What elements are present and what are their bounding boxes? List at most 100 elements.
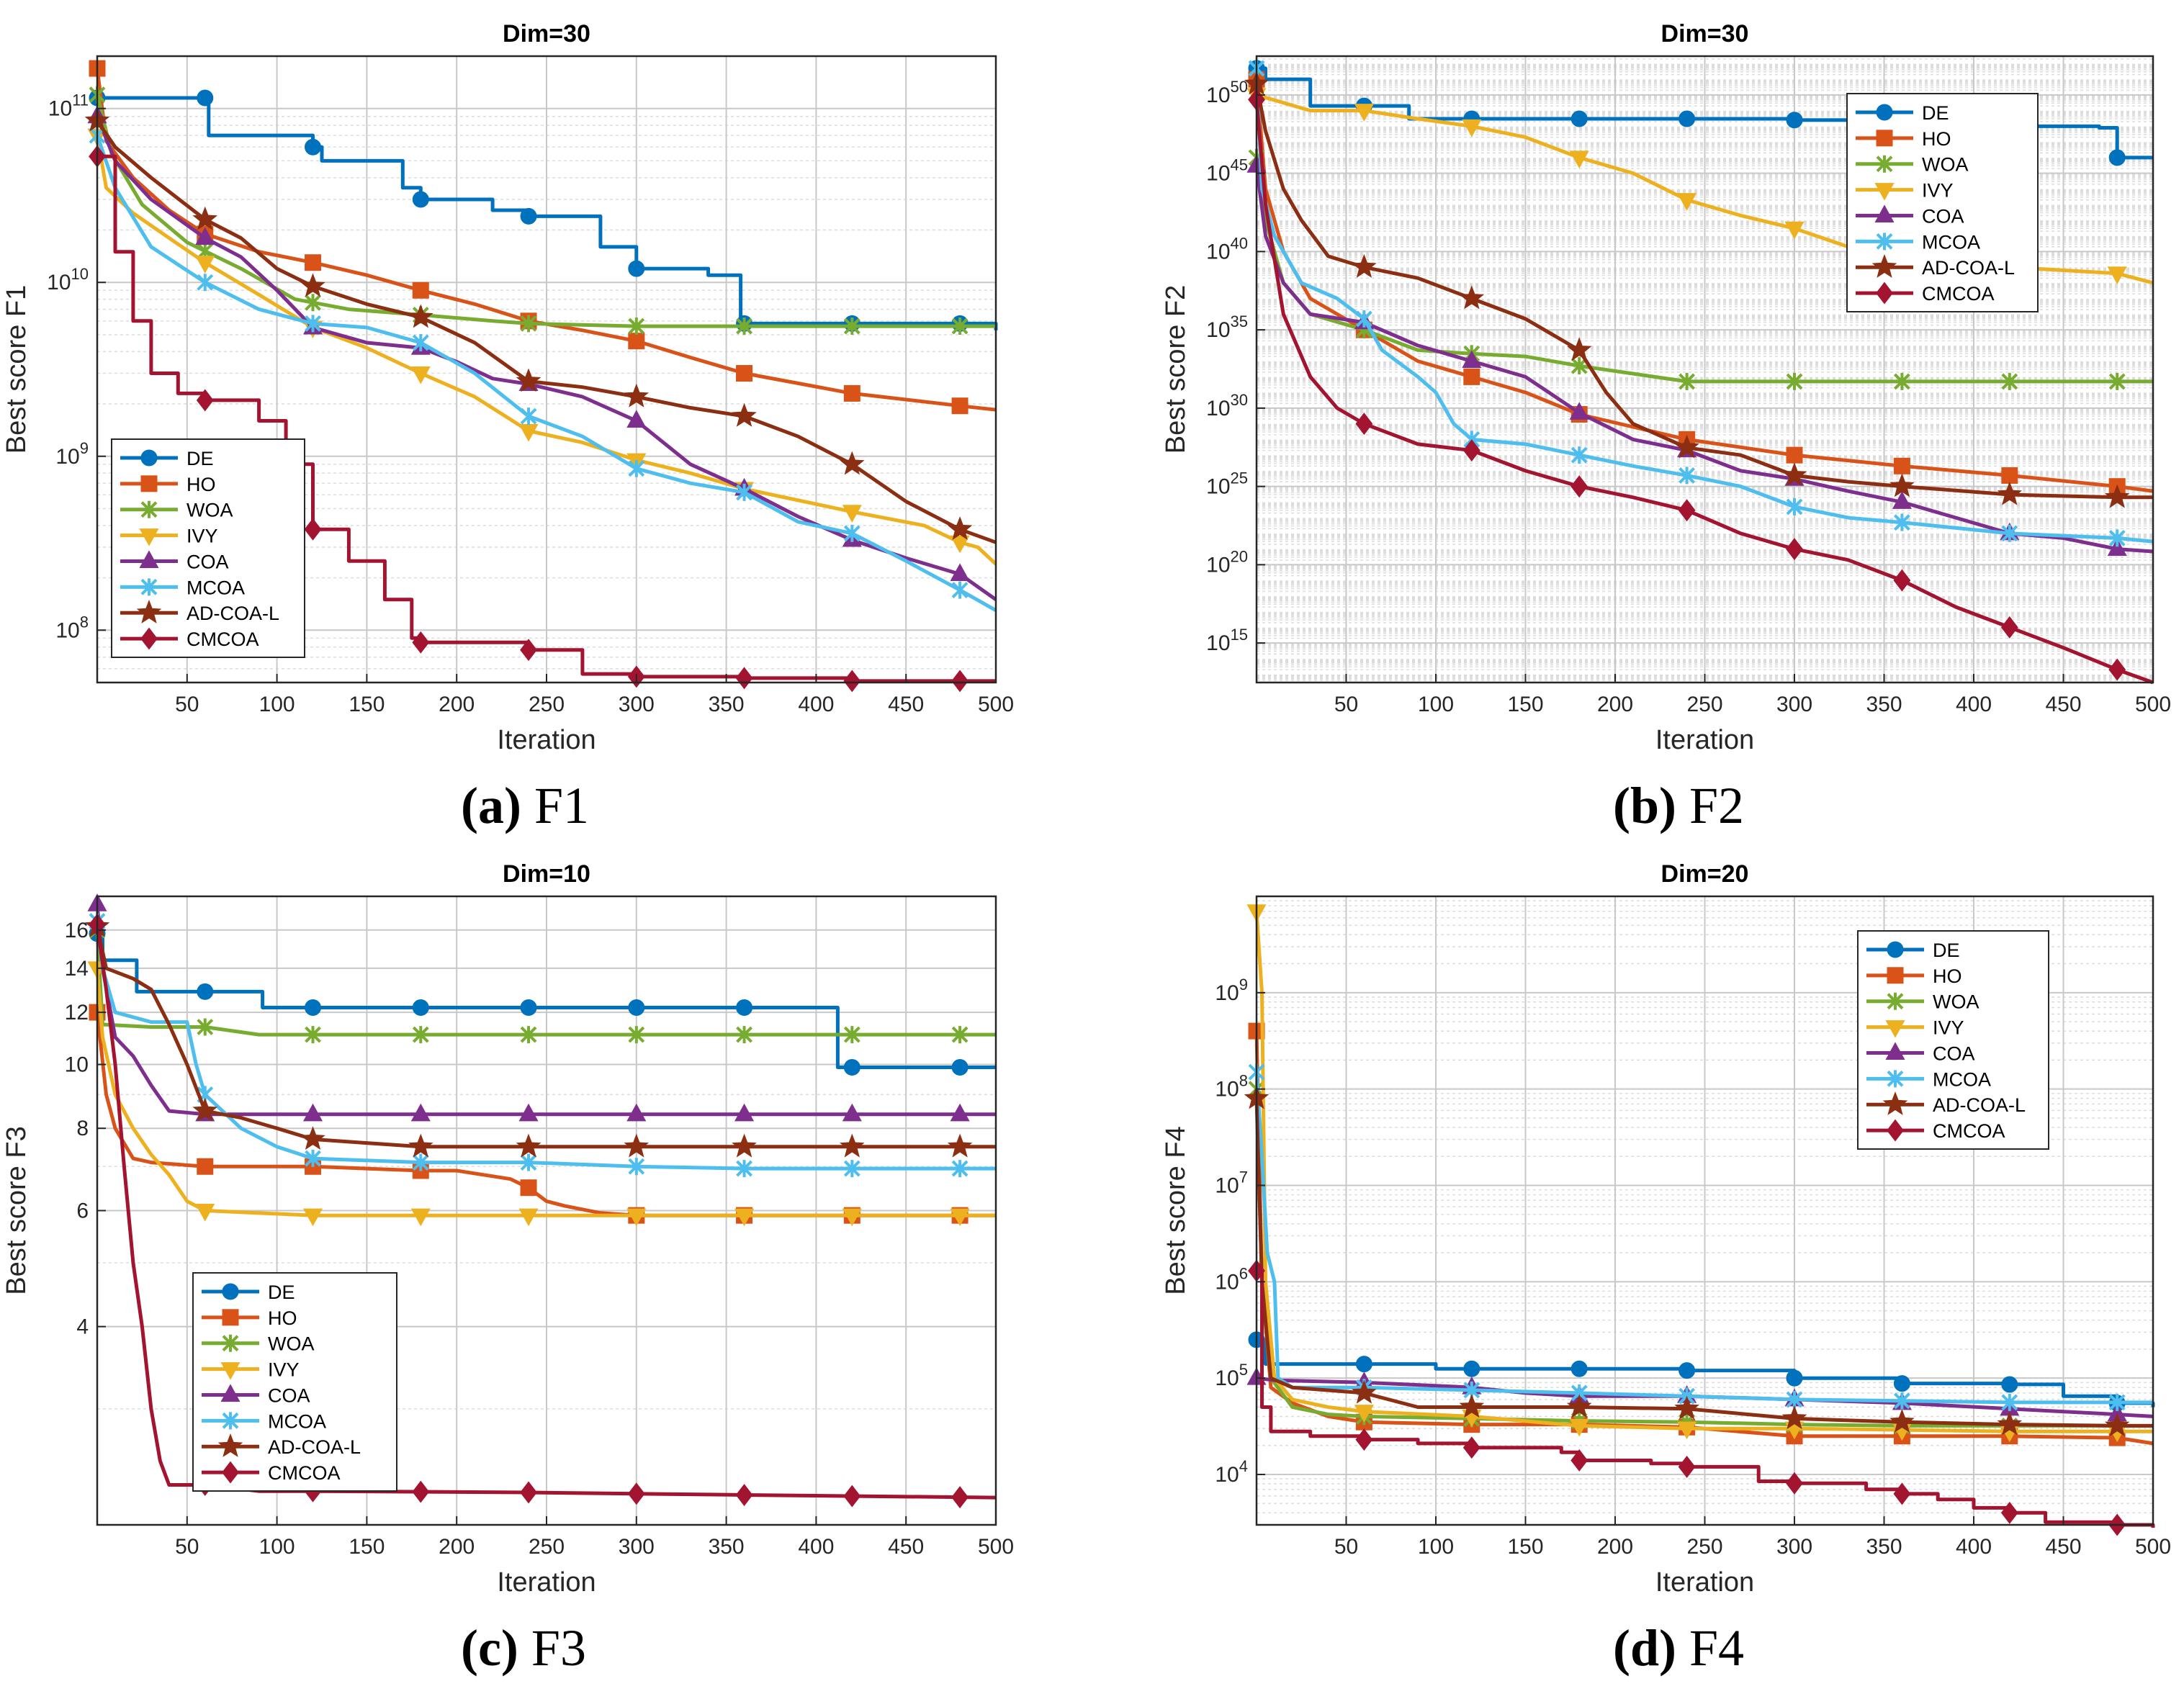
data-marker-cmcoa <box>1355 1428 1373 1451</box>
data-marker-ad-coa-l <box>732 1133 757 1158</box>
data-marker-de <box>951 1059 969 1076</box>
y-tick-label: 109 <box>1215 976 1248 1005</box>
data-marker-coa <box>1569 402 1589 420</box>
data-marker-mcoa <box>736 1160 752 1178</box>
data-marker-woa <box>628 317 645 335</box>
series-line-ho <box>1254 1031 2154 1446</box>
data-marker-coa <box>626 1103 647 1122</box>
legend-label-woa: WOA <box>1933 991 1979 1013</box>
legend-label-mcoa: MCOA <box>268 1410 326 1432</box>
data-marker-ho <box>1786 446 1803 464</box>
legend-marker-ho <box>1876 130 1893 147</box>
x-axis-label: Iteration <box>1655 725 1754 755</box>
x-tick-label: 400 <box>1956 1535 1992 1559</box>
y-tick-label: 108 <box>1215 1072 1248 1102</box>
data-marker-cmcoa <box>1893 1482 1911 1505</box>
x-tick-label: 500 <box>978 1535 1014 1559</box>
data-marker-cmcoa <box>1678 1455 1696 1478</box>
data-marker-de <box>412 191 429 208</box>
x-tick-label: 150 <box>349 693 385 716</box>
data-marker-mcoa <box>628 459 645 477</box>
series-woa <box>89 86 996 335</box>
x-tick-label: 300 <box>1776 1535 1812 1559</box>
data-marker-coa <box>2107 538 2127 557</box>
data-marker-ivy <box>842 505 862 523</box>
series-ad-coa-l <box>84 107 997 544</box>
data-marker-mcoa <box>736 483 752 501</box>
legend-marker-cmcoa <box>222 1461 239 1484</box>
data-marker-de <box>197 89 214 107</box>
legend-marker-ho <box>140 475 158 492</box>
x-tick-label: 50 <box>175 693 199 716</box>
y-tick-label: 104 <box>1215 1457 1248 1487</box>
data-marker-mcoa <box>1570 446 1588 464</box>
data-marker-cmcoa <box>2000 1501 2018 1524</box>
legend-label-ho: HO <box>268 1307 297 1329</box>
data-marker-cmcoa <box>1570 1449 1588 1472</box>
caption-a: (a) F1 <box>461 777 589 834</box>
y-tick-label: 1035 <box>1206 312 1248 342</box>
legend: DE HO WOA IVY COA MCOA AD-COA-L CMCOA <box>1857 930 2049 1150</box>
data-marker-ad-coa-l <box>408 304 433 328</box>
data-marker-ad-coa-l <box>1997 1411 2023 1436</box>
x-tick-label: 300 <box>619 1535 655 1559</box>
data-marker-coa <box>950 1103 970 1122</box>
x-tick-label: 450 <box>2045 1535 2081 1559</box>
legend-marker-coa <box>139 550 159 568</box>
data-marker-ad-coa-l <box>1566 1394 1592 1418</box>
chart-panel-3: 50 100 150 200 250 300 350 400 450 500 4 6 8 10 12 14 16… <box>1 860 1014 1598</box>
x-tick-label: 50 <box>1334 1535 1358 1559</box>
legend-label-mcoa: MCOA <box>1933 1068 1991 1090</box>
legend-marker-de <box>140 449 158 467</box>
y-tick-label: 1025 <box>1206 469 1248 499</box>
legend-label-ho: HO <box>1922 128 1951 150</box>
data-marker-woa <box>197 1018 214 1036</box>
legend-box <box>192 1272 397 1492</box>
data-marker-ad-coa-l <box>192 206 218 230</box>
series-line-cmcoa <box>95 924 997 1500</box>
data-marker-ad-coa-l <box>732 402 757 427</box>
data-marker-de <box>1463 1360 1480 1377</box>
data-marker-ad-coa-l <box>1566 337 1592 361</box>
y-tick-label: 1020 <box>1206 547 1248 577</box>
x-tick-label: 50 <box>175 1535 199 1559</box>
data-marker-woa <box>2001 372 2018 390</box>
x-tick-label: 200 <box>439 693 475 716</box>
x-tick-label: 100 <box>1418 1535 1454 1559</box>
caption-d: (d) F4 <box>1613 1619 1745 1677</box>
x-tick-label: 500 <box>978 693 1014 716</box>
data-marker-ad-coa-l <box>1459 1394 1485 1418</box>
legend-marker-ho <box>222 1309 239 1326</box>
legend-label-de: DE <box>1922 102 1949 124</box>
legend-marker-woa <box>222 1334 239 1352</box>
data-marker-woa <box>412 1026 429 1044</box>
y-tick-label: 1040 <box>1206 234 1248 264</box>
x-tick-label: 500 <box>2135 693 2171 716</box>
data-marker-ho <box>1893 457 1910 474</box>
legend-label-coa: COA <box>268 1384 310 1406</box>
data-marker-mcoa <box>1786 497 1803 515</box>
chart-title: Dim=20 <box>1661 860 1749 888</box>
y-tick-label: 16 <box>65 919 89 942</box>
legend-label-de: DE <box>268 1282 295 1303</box>
data-marker-ad-coa-l <box>1352 253 1377 278</box>
data-marker-ad-coa-l <box>840 451 865 475</box>
data-marker-ivy <box>518 1208 539 1227</box>
series-line-ad-coa-l <box>95 120 997 544</box>
data-marker-ho <box>305 254 322 271</box>
x-tick-label: 450 <box>2045 693 2081 716</box>
x-tick-label: 50 <box>1334 693 1358 716</box>
series-line-cmcoa <box>1254 99 2154 685</box>
series-line-ad-coa-l <box>1254 84 2153 500</box>
y-tick-label: 109 <box>55 439 89 469</box>
data-marker-de <box>1570 1360 1588 1377</box>
data-marker-cmcoa <box>1570 475 1588 498</box>
legend-marker-mcoa <box>222 1412 239 1430</box>
data-marker-de <box>305 999 322 1017</box>
legend-marker-coa <box>220 1384 241 1402</box>
legend-label-ho: HO <box>1933 965 1962 987</box>
legend-label-coa: COA <box>187 551 229 572</box>
data-marker-cmcoa <box>520 639 537 662</box>
data-marker-mcoa <box>951 581 969 599</box>
legend-label-cmcoa: CMCOA <box>268 1462 341 1484</box>
